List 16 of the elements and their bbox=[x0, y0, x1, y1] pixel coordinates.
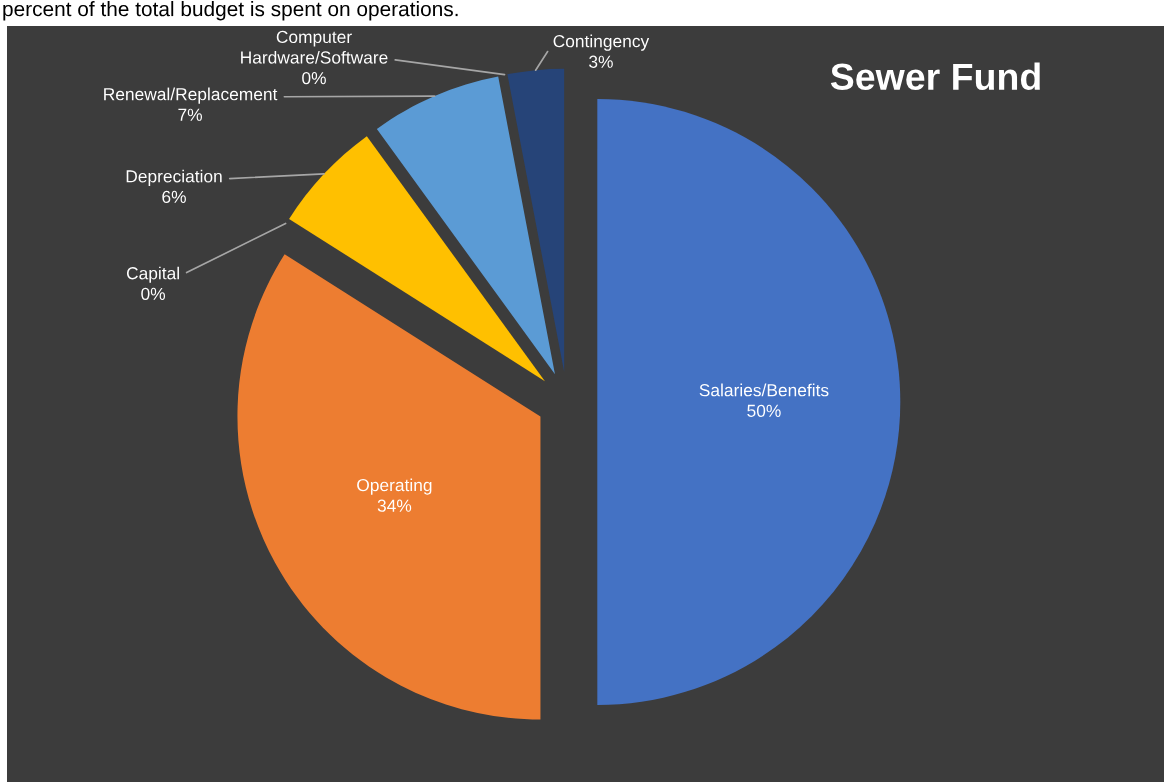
data-label: 6% bbox=[162, 190, 186, 204]
text: 0% bbox=[141, 287, 166, 300]
data-label: 3% bbox=[589, 55, 613, 68]
slice-label: Operating bbox=[357, 478, 432, 495]
category-label: Capital bbox=[126, 266, 179, 283]
text: Sewer Fund bbox=[830, 62, 1040, 91]
data-label: 50% bbox=[747, 404, 781, 417]
slice-label: Contingency bbox=[553, 34, 650, 51]
category-label: Computer Hardware/Software bbox=[241, 30, 388, 64]
slice-label: Renewal/Replacement bbox=[104, 87, 278, 104]
data-label: 7% bbox=[178, 108, 202, 121]
text: 0% bbox=[302, 71, 326, 85]
text: percent of the total budget is spent on operations. bbox=[3, 1, 458, 21]
slice-label: Salaries/Benefits bbox=[699, 383, 829, 397]
data-label: 34% bbox=[377, 499, 412, 512]
slice-label: Depreciation bbox=[126, 169, 222, 186]
